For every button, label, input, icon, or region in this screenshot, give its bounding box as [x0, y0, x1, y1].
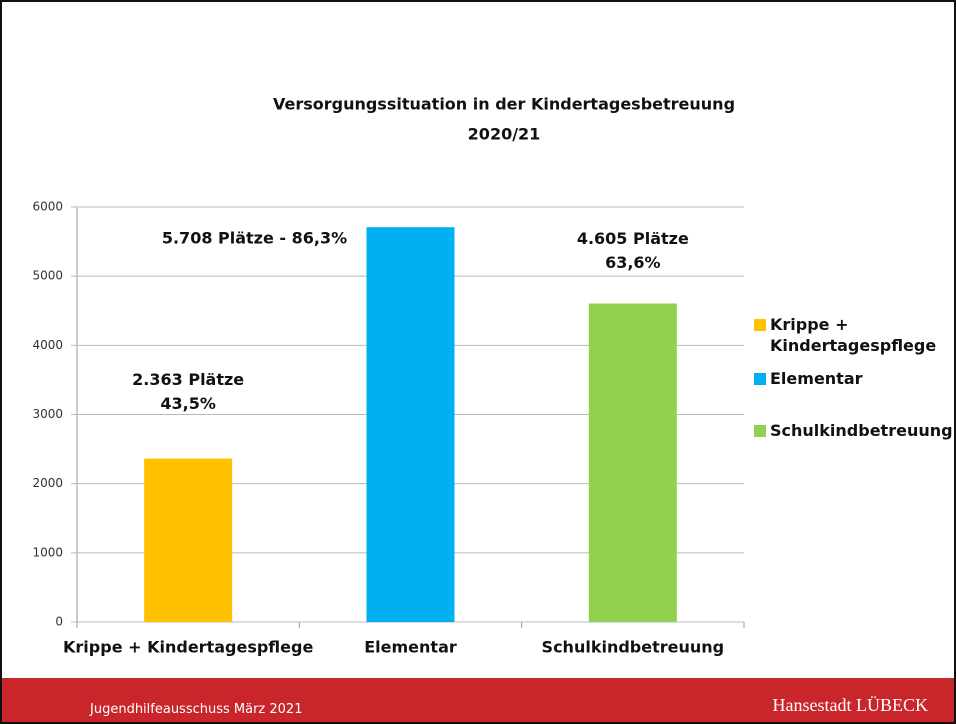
- slide: Versorgungssituation in der Kindertagesb…: [0, 0, 956, 724]
- bar: [589, 303, 677, 622]
- y-tick-label: 5000: [32, 269, 63, 283]
- footer-right: Hansestadt LÜBECK: [773, 695, 928, 716]
- value-label: 4.605 Plätze: [577, 229, 689, 248]
- y-tick-label: 2000: [32, 476, 63, 490]
- value-label: 43,5%: [160, 394, 216, 413]
- legend-swatch: [754, 425, 766, 437]
- legend-swatch: [754, 373, 766, 385]
- chart-title: 2020/21: [468, 125, 541, 144]
- value-label: 63,6%: [605, 253, 661, 272]
- x-tick-label: Krippe + Kindertagespflege: [63, 638, 313, 657]
- legend-label: Schulkindbetreuung: [770, 421, 953, 440]
- footer: Jugendhilfeausschuss März 2021 Hansestad…: [2, 678, 956, 724]
- x-tick-label: Schulkindbetreuung: [542, 638, 725, 657]
- y-tick-label: 4000: [32, 338, 63, 352]
- y-tick-label: 1000: [32, 545, 63, 559]
- bar: [144, 459, 232, 622]
- legend-item: Schulkindbetreuung: [754, 420, 956, 441]
- legend-label: Elementar: [770, 369, 863, 388]
- y-tick-label: 0: [55, 615, 63, 629]
- legend-label: Krippe + Kindertagespflege: [770, 315, 936, 355]
- legend-item: Elementar: [754, 368, 956, 389]
- bar: [367, 227, 455, 622]
- legend-item: Krippe + Kindertagespflege: [754, 314, 950, 356]
- legend-swatch: [754, 319, 766, 331]
- y-tick-label: 3000: [32, 407, 63, 421]
- y-tick-label: 6000: [32, 200, 63, 214]
- x-tick-label: Elementar: [364, 638, 457, 657]
- chart-title: Versorgungssituation in der Kindertagesb…: [273, 95, 735, 114]
- footer-left: Jugendhilfeausschuss März 2021: [90, 702, 302, 717]
- value-label: 2.363 Plätze: [132, 370, 244, 389]
- value-label: 5.708 Plätze - 86,3%: [162, 229, 347, 248]
